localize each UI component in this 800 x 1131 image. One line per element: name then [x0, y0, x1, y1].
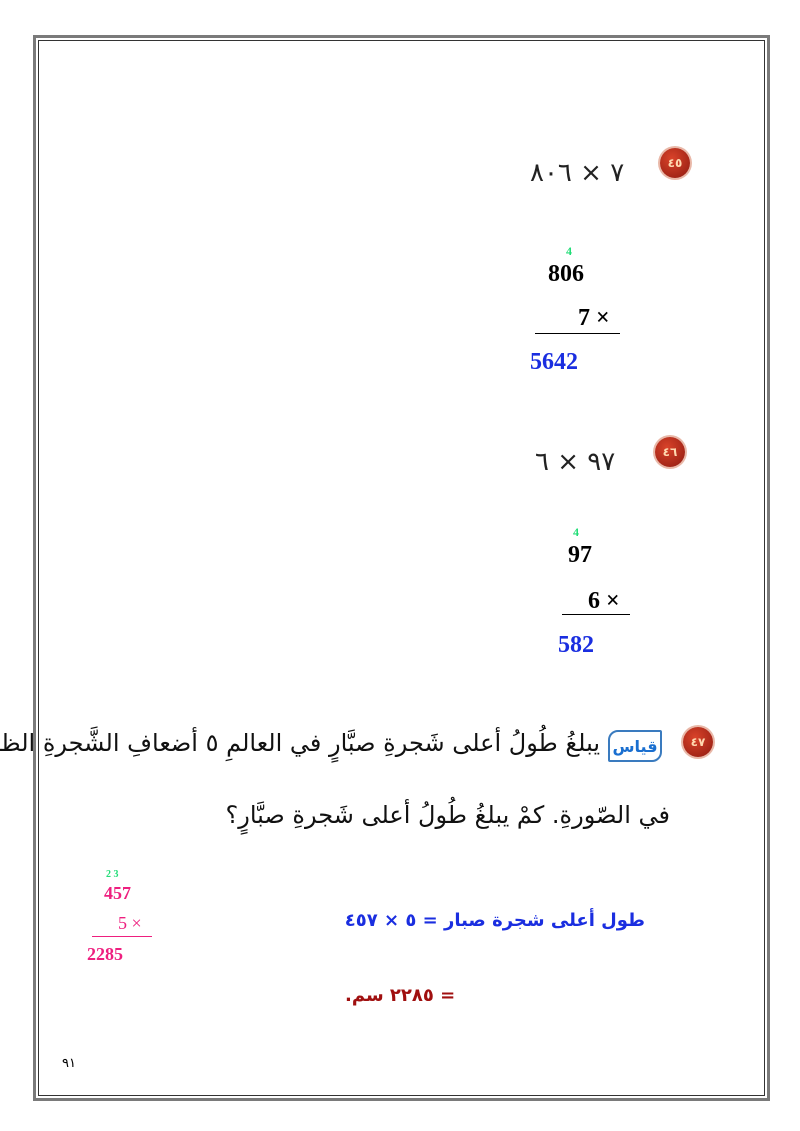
problem-45-rule: [535, 333, 620, 334]
problem-46-expression: ٩٧ × ٦: [535, 447, 616, 477]
problem-46-carry: 4: [573, 525, 579, 539]
problem-47-top: 457: [104, 883, 131, 903]
problem-45-top: 806: [548, 261, 584, 287]
problem-45-carry: 4: [566, 244, 572, 258]
problem-45-multiplier: 7 ×: [578, 305, 610, 331]
problem-47-answer: = ٢٢٨٥ سم.: [345, 985, 456, 1006]
problem-47-carry: 2 3: [106, 869, 119, 880]
problem-47-text-line1: يبلغُ طُولُ أعلى شَجرةِ صبَّارٍ في العال…: [0, 729, 600, 757]
measurement-tag: قياس: [608, 730, 662, 762]
problem-46-top: 97: [568, 542, 592, 568]
problem-46-rule: [562, 614, 630, 615]
problem-47-badge: ٤٧: [683, 727, 713, 757]
problem-45-expression: ٧ × ٨٠٦: [530, 158, 625, 188]
problem-45-result: 5642: [530, 349, 578, 375]
page-number: ٩١: [62, 1056, 76, 1071]
problem-46-badge: ٤٦: [655, 437, 685, 467]
page-border: [33, 35, 770, 1101]
problem-47-result: 2285: [87, 944, 123, 964]
problem-46-multiplier: 6 ×: [588, 588, 620, 614]
problem-47-rule: [92, 936, 152, 937]
problem-45-badge: ٤٥: [660, 148, 690, 178]
problem-46-result: 582: [558, 632, 594, 658]
problem-47-text-line2: في الصّورةِ. كمْ يبلغُ طُولُ أعلى شَجرةِ…: [225, 801, 670, 829]
problem-47-equation: طول أعلى شجرة صبار = ٥ × ٤٥٧: [344, 910, 645, 931]
problem-47-multiplier: 5 ×: [118, 913, 142, 933]
